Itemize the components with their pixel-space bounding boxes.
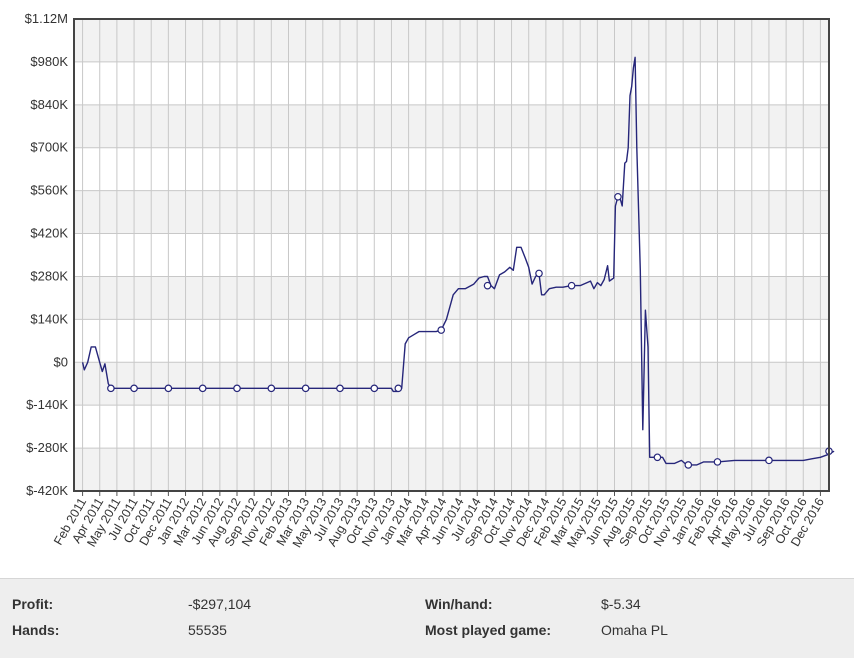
data-point-marker <box>267 384 276 393</box>
y-tick-label: $1.12M <box>25 11 68 26</box>
y-tick-label: $140K <box>30 311 68 326</box>
profit-chart: $1.12M $980K $840K $700K $560K $420K $280K $140… <box>24 11 835 551</box>
most-played-game-value: Omaha PL <box>601 622 668 638</box>
win-per-hand-label: Win/hand: <box>425 596 493 612</box>
grid-band <box>74 19 829 62</box>
data-point-marker <box>130 384 138 393</box>
stats-panel: Profit: -$297,104 Hands: 55535 Win/hand:… <box>0 578 854 658</box>
profit-label: Profit: <box>12 596 54 612</box>
data-point-marker <box>653 453 662 462</box>
grid-band <box>74 448 829 491</box>
y-tick-label: $-280K <box>26 440 68 455</box>
y-tick-label: $-420K <box>26 483 68 498</box>
data-point-marker <box>233 384 241 393</box>
plot-background <box>74 19 829 491</box>
data-point-marker <box>713 458 722 466</box>
chart-svg: $1.12M $980K $840K $700K $560K $420K $280K $140… <box>25 11 835 550</box>
grid-band <box>74 190 829 234</box>
grid-band <box>74 276 829 320</box>
y-tick-label: $280K <box>30 268 68 283</box>
data-point-marker <box>370 384 379 393</box>
data-point-marker <box>437 326 446 334</box>
hands-value: 55535 <box>188 622 227 638</box>
most-played-game-label: Most played game: <box>425 622 552 638</box>
profit-value: -$297,104 <box>188 596 252 612</box>
data-point-marker <box>107 384 115 393</box>
hands-label: Hands: <box>12 622 60 638</box>
data-point-marker <box>535 269 543 278</box>
data-point-marker <box>198 384 207 393</box>
y-tick-label: $700K <box>30 140 68 155</box>
data-point-marker <box>684 461 693 469</box>
y-tick-label: $420K <box>30 226 68 241</box>
grid-band <box>74 362 829 406</box>
y-tick-label: $980K <box>30 54 68 69</box>
y-tick-label: $560K <box>30 183 68 198</box>
data-point-marker <box>301 384 310 393</box>
win-per-hand-value: $-5.34 <box>601 596 641 612</box>
data-point-marker <box>483 281 492 290</box>
y-tick-label: $-140K <box>26 397 68 412</box>
data-point-marker <box>164 384 173 393</box>
y-tick-label: $0 <box>54 354 68 369</box>
y-tick-label: $840K <box>30 97 68 112</box>
data-point-marker <box>394 384 403 393</box>
data-point-marker <box>336 384 344 393</box>
data-point-marker <box>567 281 576 290</box>
data-point-marker <box>765 456 773 465</box>
plot-frame <box>73 18 830 492</box>
grid-band <box>74 104 829 148</box>
data-point-marker <box>614 192 622 201</box>
